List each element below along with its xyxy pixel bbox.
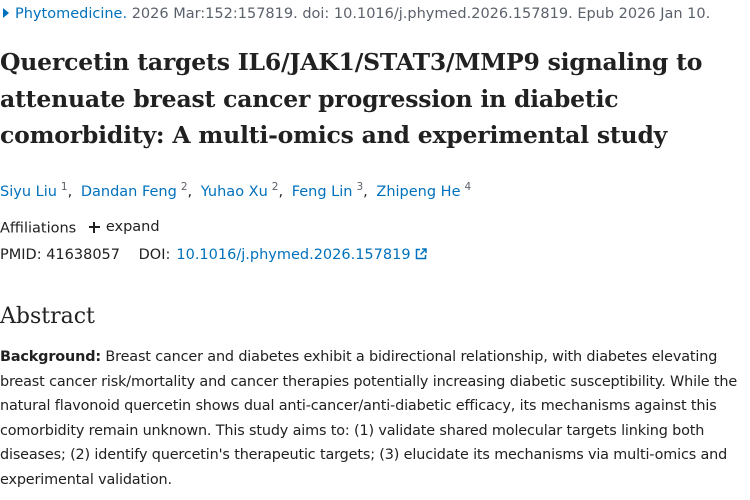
author-link[interactable]: Yuhao Xu xyxy=(200,184,268,200)
affiliation-link[interactable]: 2 xyxy=(271,181,279,193)
author-link[interactable]: Feng Lin xyxy=(291,184,353,200)
doi-label: DOI: xyxy=(138,247,171,263)
author-link[interactable]: Dandan Feng xyxy=(80,184,177,200)
abstract-background-paragraph: Background: Breast cancer and diabetes e… xyxy=(0,345,750,492)
affiliation-link[interactable]: 1 xyxy=(60,181,68,193)
expand-affiliations-button[interactable]: expand xyxy=(88,216,160,238)
citation-details: 2026 Mar:152:157819. doi: 10.1016/j.phym… xyxy=(131,6,711,22)
background-text: Breast cancer and diabetes exhibit a bid… xyxy=(0,349,738,488)
author-item: Feng Lin 3 xyxy=(291,181,364,200)
doi-value: 10.1016/j.phymed.2026.157819 xyxy=(176,247,411,263)
background-label: Background: xyxy=(0,349,101,365)
affiliation-link[interactable]: 4 xyxy=(464,181,472,193)
pmid-value: 41638057 xyxy=(46,247,121,263)
caret-right-icon[interactable] xyxy=(3,8,9,18)
author-item: Siyu Liu 1 xyxy=(0,181,68,200)
abstract-heading: Abstract xyxy=(0,304,95,329)
affiliations-label: Affiliations xyxy=(0,220,77,237)
affiliation-link[interactable]: 2 xyxy=(180,181,188,193)
identifiers-row: PMID: 41638057 DOI: 10.1016/j.phymed.2026… xyxy=(0,244,427,266)
affiliations-row: Affiliations expand xyxy=(0,216,160,240)
pmid-label: PMID: xyxy=(0,247,42,263)
author-separator: , xyxy=(187,184,193,200)
article-title: Quercetin targets IL6/JAK1/STAT3/MMP9 si… xyxy=(0,48,703,149)
author-separator: , xyxy=(363,184,368,200)
author-item: Zhipeng He 4 xyxy=(376,181,472,200)
author-separator: , xyxy=(67,184,73,200)
author-item: Yuhao Xu 2 xyxy=(200,181,279,200)
citation-line: Phytomedicine. 2026 Mar:152:157819. doi:… xyxy=(0,4,710,24)
external-link-icon xyxy=(415,248,427,260)
author-link[interactable]: Siyu Liu xyxy=(0,184,57,200)
author-list: Siyu Liu 1, Dandan Feng 2, Yuhao Xu 2, Feng… xyxy=(0,176,471,203)
author-item: Dandan Feng 2 xyxy=(80,181,188,200)
doi-link[interactable]: 10.1016/j.phymed.2026.157819 xyxy=(176,247,427,263)
author-separator: , xyxy=(278,184,284,200)
author-link[interactable]: Zhipeng He xyxy=(376,184,461,200)
affiliation-link[interactable]: 3 xyxy=(356,181,364,193)
journal-link[interactable]: Phytomedicine. xyxy=(15,6,128,22)
plus-icon xyxy=(88,221,100,233)
expand-label: expand xyxy=(105,219,160,235)
